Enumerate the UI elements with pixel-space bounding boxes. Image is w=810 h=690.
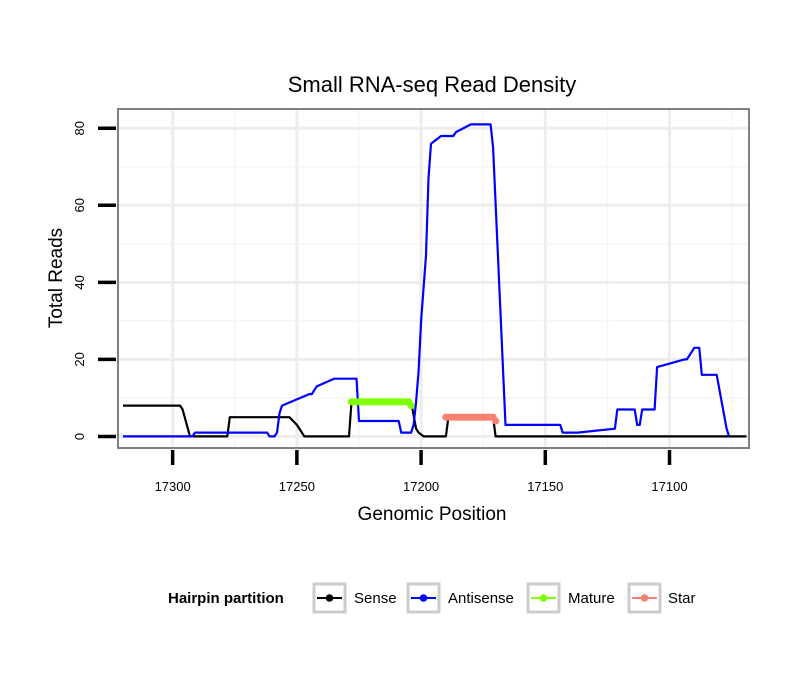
x-tick-label: 17150: [527, 479, 563, 494]
legend-label-mature: Mature: [568, 590, 615, 607]
y-tick-label: 60: [72, 198, 87, 212]
y-axis: 0 20 40 60 80: [72, 121, 116, 440]
series-layer: [123, 123, 747, 438]
legend-label-star: Star: [668, 590, 696, 607]
series-point-mature: [407, 402, 415, 410]
x-axis: 17300 17250 17200 17150 17100: [155, 450, 688, 494]
series-point-star: [492, 417, 500, 425]
legend-label-antisense: Antisense: [448, 590, 514, 607]
x-tick-label: 17100: [651, 479, 687, 494]
plot-border: [117, 108, 750, 449]
legend-key-point-antisense: [419, 594, 428, 602]
plot-panel: [118, 109, 749, 448]
legend-key-point-star: [640, 594, 649, 602]
x-tick-label: 17250: [279, 479, 315, 494]
series-line-sense: [123, 400, 747, 438]
legend-label-sense: Sense: [354, 590, 397, 607]
y-tick-label: 40: [72, 275, 87, 289]
series-line-antisense: [123, 123, 731, 438]
chart-title: Small RNA-seq Read Density: [288, 72, 577, 97]
legend-key-point-mature: [539, 594, 548, 602]
legend-key-point-sense: [325, 594, 334, 602]
x-tick-label: 17300: [155, 479, 191, 494]
y-tick-label: 0: [72, 433, 87, 440]
y-tick-label: 80: [72, 121, 87, 135]
y-tick-label: 20: [72, 352, 87, 366]
legend-title: Hairpin partition: [168, 590, 284, 607]
x-tick-label: 17200: [403, 479, 439, 494]
x-axis-title: Genomic Position: [358, 504, 507, 525]
y-axis-title: Total Reads: [46, 228, 67, 328]
legend: Hairpin partition Sense Antisense Mature St…: [168, 582, 696, 614]
